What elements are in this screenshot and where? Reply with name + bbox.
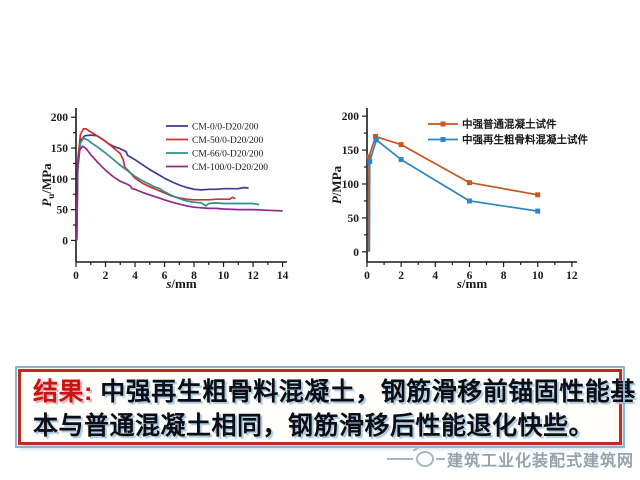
- data-point-marker: [466, 180, 472, 186]
- result-text-line2: 本与普通混凝土相同，钢筋滑移后性能退化快些。: [33, 412, 595, 440]
- chart-svg: 0 2 4 6 8 10 12 0 50 100 150 200 s/mm P/MPa 中强普通混凝土试件中…: [329, 108, 588, 291]
- result-banner: 结果: 中强再生粗骨料混凝土，钢筋滑移前锚固性能基 本与普通混凝土相同，钢筋滑移…: [15, 366, 635, 448]
- y-tick-label: 100: [342, 179, 360, 191]
- data-point-marker: [535, 208, 541, 214]
- y-tick-label: 50: [57, 205, 69, 217]
- y-tick-label: 200: [342, 111, 360, 123]
- x-tick-label: 10: [218, 270, 230, 282]
- bond-slip-chart-concrete-comparison: 0 2 4 6 8 10 12 0 50 100 150 200 s/mm P/MPa 中强普通混凝土试件中…: [329, 98, 630, 293]
- data-point-marker: [373, 137, 379, 143]
- bond-slip-chart-cm-series: 0 2 4 6 8 10 12 14 0 50 100 150 200 s/mm Pu/MPa CM-0/0-…: [39, 98, 320, 293]
- legend-label: 中强普通混凝土试件: [462, 118, 557, 131]
- chart-svg: 0 2 4 6 8 10 12 14 0 50 100 150 200 s/mm Pu/MPa CM-0/0-…: [39, 108, 289, 291]
- watermark-line: [386, 458, 413, 460]
- data-point-marker: [367, 159, 373, 165]
- legend-label: CM-0/0-D20/200: [192, 123, 259, 133]
- legend-label: 中强再生粗骨料混凝土试件: [462, 133, 588, 146]
- series-line: [75, 145, 283, 241]
- x-tick-label: 8: [501, 270, 507, 282]
- series-line: [368, 139, 538, 252]
- y-tick-label: 0: [353, 247, 359, 259]
- x-tick-label: 4: [132, 270, 138, 282]
- data-point-marker: [466, 198, 472, 204]
- legend-label: CM-50/0-D20/200: [192, 136, 264, 146]
- x-tick-label: 0: [73, 270, 79, 282]
- result-prefix: 结果:: [33, 378, 93, 406]
- watermark-text: 建筑工业化装配式建筑网: [446, 453, 634, 470]
- series-line: [75, 137, 260, 241]
- x-tick-label: 0: [364, 270, 370, 282]
- data-point-marker: [398, 142, 404, 148]
- data-point-marker: [373, 133, 379, 139]
- x-tick-label: 2: [103, 270, 109, 282]
- x-tick-label: 14: [277, 270, 289, 282]
- y-tick-label: 150: [51, 143, 69, 155]
- y-tick-label: 100: [51, 174, 69, 186]
- x-tick-label: 2: [398, 270, 404, 282]
- x-tick-label: 4: [432, 270, 438, 282]
- y-tick-label: 150: [342, 145, 360, 157]
- legend-label: CM-66/0-D20/200: [192, 150, 264, 160]
- x-tick-label: 12: [247, 270, 259, 282]
- y-tick-label: 200: [51, 112, 69, 124]
- x-axis-label: s/mm: [456, 276, 488, 291]
- y-axis-label: P/MPa: [330, 165, 344, 204]
- y-axis-label: Pu/MPa: [40, 163, 56, 207]
- y-tick-label: 50: [348, 213, 360, 225]
- series-line: [75, 134, 249, 241]
- data-point-marker: [366, 154, 372, 160]
- x-tick-label: 6: [162, 270, 168, 282]
- data-point-marker: [535, 192, 541, 198]
- x-axis-label: s/mm: [165, 276, 197, 291]
- watermark-dash: [435, 458, 445, 460]
- watermark: 建筑工业化装配式建筑网: [386, 447, 634, 471]
- result-text-line1: 中强再生粗骨料混凝土，钢筋滑移前锚固性能基: [92, 378, 636, 406]
- circle-logo-icon: [415, 451, 434, 467]
- x-tick-label: 12: [566, 270, 578, 282]
- series-line: [75, 128, 236, 241]
- y-tick-label: 0: [62, 235, 68, 247]
- x-tick-label: 10: [532, 270, 544, 282]
- x-tick-label: 8: [191, 270, 197, 282]
- x-tick-label: 6: [467, 270, 473, 282]
- data-point-marker: [398, 157, 404, 163]
- legend-label: CM-100/0-D20/200: [192, 163, 268, 173]
